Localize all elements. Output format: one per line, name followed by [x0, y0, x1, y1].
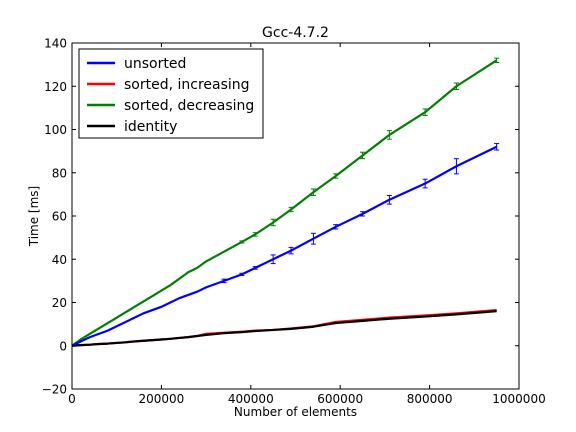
- x-tick-label: 200000: [138, 392, 184, 406]
- error-bar: [270, 218, 276, 227]
- y-tick-label: 120: [44, 80, 67, 94]
- error-bar: [360, 211, 366, 217]
- series-line-unsorted: [71, 145, 498, 347]
- error-bar: [252, 232, 258, 237]
- error-bar: [422, 178, 428, 189]
- error-bar: [360, 151, 366, 160]
- x-axis-label: Number of elements: [234, 405, 357, 419]
- error-bar: [288, 206, 294, 213]
- error-bar: [310, 232, 316, 245]
- y-axis-label: Time [ms]: [27, 186, 41, 248]
- error-bar: [288, 246, 294, 255]
- error-bar: [252, 266, 258, 270]
- y-tick-label: 20: [52, 296, 67, 310]
- legend-label-identity: identity: [124, 119, 177, 135]
- y-tick-label: 140: [44, 37, 67, 51]
- error-bar: [386, 194, 392, 205]
- error-bar: [239, 272, 245, 276]
- y-tick-label: 60: [52, 210, 67, 224]
- error-bar: [453, 82, 459, 90]
- x-tick-label: 800000: [407, 392, 453, 406]
- error-bar: [494, 143, 500, 151]
- error-bar: [453, 158, 459, 175]
- error-bar: [239, 240, 245, 244]
- y-tick-label: 0: [59, 339, 67, 353]
- legend-label-unsorted: unsorted: [124, 56, 186, 72]
- error-bar: [494, 57, 500, 63]
- y-tick-label: −20: [42, 383, 67, 397]
- error-bar: [333, 224, 339, 230]
- x-tick-label: 400000: [228, 392, 274, 406]
- legend-label-sorted-decreasing: sorted, decreasing: [124, 98, 254, 114]
- error-bar: [422, 108, 428, 116]
- y-tick-label: 80: [52, 166, 67, 180]
- x-tick-label: 1000000: [492, 392, 545, 406]
- series-line-sorted-decreasing: [71, 59, 498, 347]
- error-bar: [310, 188, 316, 196]
- y-tick-label: 40: [52, 253, 67, 267]
- error-bar: [386, 130, 392, 140]
- chart-title: Gcc-4.7.2: [262, 25, 329, 41]
- legend-label-sorted-increasing: sorted, increasing: [124, 77, 250, 93]
- series-line-identity: [71, 310, 497, 347]
- error-bar: [221, 278, 227, 284]
- y-tick-label: 100: [44, 123, 67, 137]
- x-tick-label: 0: [68, 392, 76, 406]
- legend: unsorted sorted, increasing sorted, decrea…: [78, 48, 264, 139]
- error-bar: [333, 173, 339, 179]
- error-bar: [270, 254, 276, 265]
- x-tick-label: 600000: [317, 392, 363, 406]
